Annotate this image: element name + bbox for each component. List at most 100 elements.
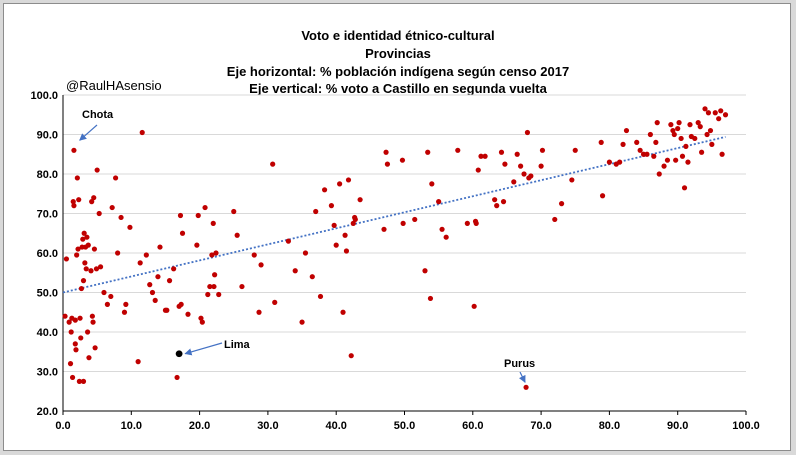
data-point bbox=[91, 195, 97, 201]
data-point bbox=[331, 222, 337, 228]
data-point bbox=[670, 127, 676, 134]
data-point bbox=[72, 317, 78, 323]
data-point bbox=[256, 309, 262, 315]
data-point bbox=[210, 220, 216, 226]
data-point bbox=[343, 248, 350, 254]
data-point bbox=[115, 250, 121, 256]
y-tick-label: 20.0 bbox=[37, 406, 58, 418]
data-point bbox=[429, 181, 435, 187]
data-point bbox=[676, 120, 682, 126]
author-handle: @RaulHAsensio bbox=[66, 78, 162, 93]
data-point bbox=[523, 384, 529, 390]
data-point bbox=[195, 212, 201, 219]
x-tick-label: 60.0 bbox=[462, 420, 483, 432]
annotation-arrow bbox=[79, 124, 98, 141]
data-point bbox=[599, 193, 606, 199]
chart-title-line-3: Eje horizontal: % población indígena seg… bbox=[226, 64, 570, 79]
data-point bbox=[427, 295, 434, 302]
data-point bbox=[74, 252, 80, 258]
data-point bbox=[152, 297, 158, 303]
trendline-layer bbox=[62, 135, 726, 294]
data-point bbox=[712, 110, 718, 116]
data-point bbox=[209, 252, 215, 258]
trendline bbox=[62, 135, 726, 294]
data-point bbox=[147, 282, 153, 288]
data-point bbox=[425, 149, 431, 155]
data-point bbox=[109, 204, 115, 211]
data-point bbox=[644, 151, 650, 157]
data-point bbox=[239, 283, 245, 290]
data-point bbox=[112, 175, 119, 181]
data-point bbox=[171, 266, 177, 272]
data-point bbox=[656, 171, 662, 177]
data-point bbox=[234, 232, 240, 238]
data-point bbox=[149, 289, 156, 296]
data-point bbox=[83, 266, 89, 272]
data-point bbox=[606, 159, 613, 165]
x-tick-label: 0.0 bbox=[55, 420, 70, 432]
data-point bbox=[328, 203, 335, 209]
data-point bbox=[84, 234, 90, 240]
data-point bbox=[166, 278, 173, 284]
x-tick-label: 20.0 bbox=[189, 420, 210, 432]
axes bbox=[62, 95, 747, 415]
data-point bbox=[671, 131, 677, 138]
data-point bbox=[78, 335, 84, 341]
data-point bbox=[521, 171, 527, 177]
data-point bbox=[317, 293, 324, 300]
data-point bbox=[78, 285, 85, 292]
data-point bbox=[384, 161, 391, 167]
data-point bbox=[251, 252, 257, 258]
data-point bbox=[213, 250, 219, 256]
data-point bbox=[66, 319, 72, 325]
data-point bbox=[272, 299, 278, 305]
data-point bbox=[77, 315, 83, 321]
data-point bbox=[69, 374, 76, 381]
y-tick-label: 50.0 bbox=[37, 288, 58, 300]
data-point bbox=[270, 161, 276, 167]
annotation-label: Purus bbox=[504, 358, 535, 370]
data-point bbox=[84, 329, 91, 335]
data-point-highlight bbox=[175, 350, 183, 358]
chart-title-line-1: Voto e identidad étnico-cultural bbox=[301, 28, 495, 43]
data-point bbox=[63, 256, 70, 262]
x-tick-label: 80.0 bbox=[599, 420, 620, 432]
data-point bbox=[552, 216, 558, 223]
annotation-label: Chota bbox=[82, 109, 114, 121]
data-point bbox=[439, 226, 445, 232]
x-tick-labels: 0.0 10.0 20.0 30.0 40.0 50.0 60.0 70.0 80.0 90.0 1… bbox=[55, 420, 759, 432]
data-point bbox=[321, 187, 328, 193]
data-point bbox=[80, 236, 86, 242]
data-point bbox=[679, 153, 686, 159]
data-point bbox=[475, 167, 481, 173]
data-point bbox=[93, 266, 100, 272]
data-point bbox=[309, 274, 315, 280]
data-point bbox=[104, 301, 110, 307]
data-point bbox=[352, 216, 358, 223]
data-point bbox=[436, 199, 442, 205]
annotation-arrow bbox=[184, 342, 223, 356]
data-point bbox=[634, 139, 640, 145]
data-point bbox=[118, 214, 124, 221]
data-point bbox=[82, 260, 88, 266]
chart-frame: Voto e identidad étnico-cultural Provinc… bbox=[3, 3, 791, 451]
data-point bbox=[412, 216, 418, 223]
data-point bbox=[86, 355, 92, 361]
data-point bbox=[683, 143, 689, 149]
data-point bbox=[194, 242, 200, 248]
data-point bbox=[654, 120, 660, 126]
data-point bbox=[299, 319, 305, 325]
data-point bbox=[464, 220, 470, 226]
chart-title-line-2: Provincias bbox=[365, 46, 431, 61]
data-point bbox=[216, 291, 222, 298]
data-point bbox=[569, 177, 575, 183]
data-point bbox=[285, 238, 291, 244]
x-tick-label: 90.0 bbox=[667, 420, 688, 432]
data-point bbox=[598, 139, 604, 145]
y-tick-label: 100.0 bbox=[30, 90, 58, 102]
data-point bbox=[177, 212, 184, 219]
data-point bbox=[97, 264, 104, 270]
data-point bbox=[716, 116, 722, 122]
data-point bbox=[651, 153, 657, 159]
data-point bbox=[302, 250, 309, 256]
